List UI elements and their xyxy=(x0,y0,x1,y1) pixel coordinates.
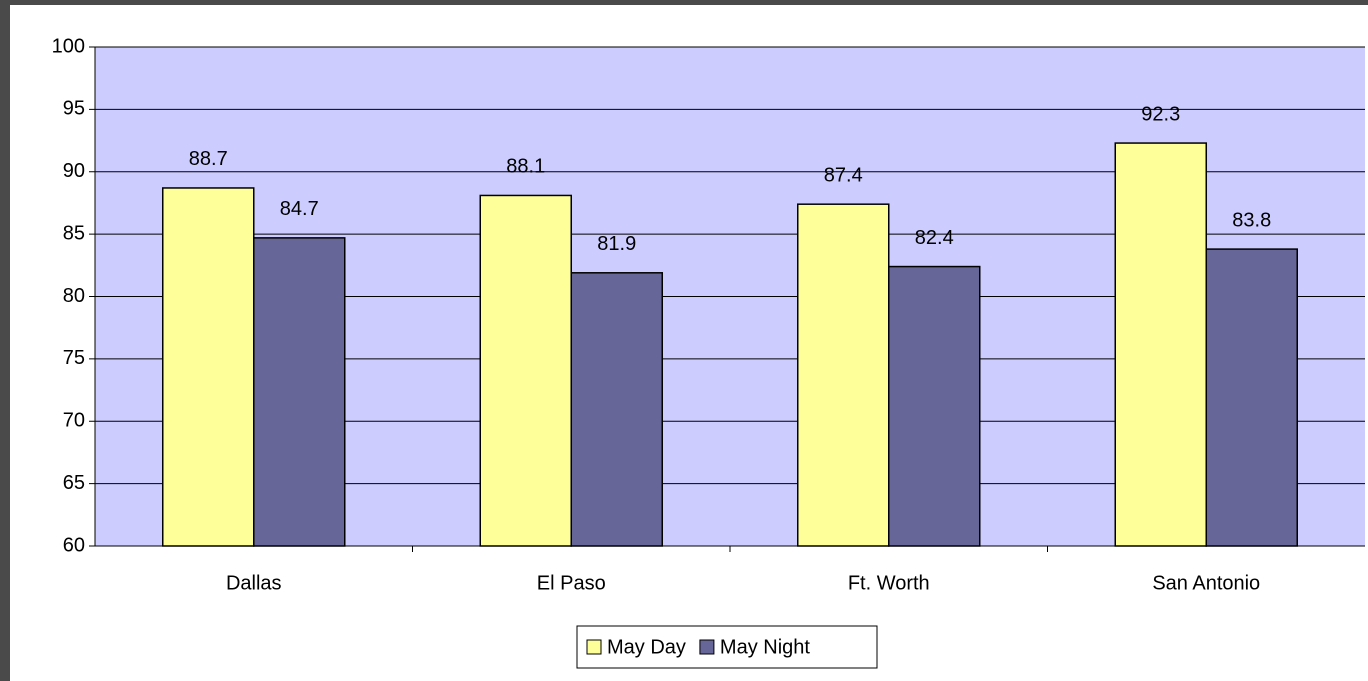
legend xyxy=(576,625,878,669)
y-tick-label: 95 xyxy=(63,98,85,120)
y-tick-label: 65 xyxy=(63,472,85,494)
y-tick-label: 100 xyxy=(52,35,85,57)
y-tick-label: 70 xyxy=(63,410,85,432)
y-tick-label: 85 xyxy=(63,222,85,244)
legend-label: May Night xyxy=(720,636,810,658)
legend-swatch xyxy=(699,639,715,655)
y-tick-label: 60 xyxy=(63,534,85,556)
data-label: 82.4 xyxy=(915,227,954,249)
y-tick-label: 80 xyxy=(63,285,85,307)
y-tick-label: 75 xyxy=(63,347,85,369)
bar xyxy=(1114,142,1207,547)
bar xyxy=(162,187,255,547)
data-label: 88.1 xyxy=(506,156,545,178)
x-tick-label: Dallas xyxy=(226,572,282,594)
y-tick-label: 90 xyxy=(63,160,85,182)
legend-swatch xyxy=(586,639,602,655)
bar xyxy=(253,237,346,547)
bar xyxy=(570,272,663,547)
data-label: 81.9 xyxy=(597,233,636,255)
data-label: 92.3 xyxy=(1141,103,1180,125)
bar xyxy=(797,203,890,547)
bar xyxy=(1205,248,1298,547)
x-tick-label: El Paso xyxy=(537,572,606,594)
x-tick-label: Ft. Worth xyxy=(848,572,930,594)
bar xyxy=(479,194,572,547)
x-tick-label: San Antonio xyxy=(1152,572,1260,594)
bar xyxy=(888,265,981,547)
data-label: 83.8 xyxy=(1232,209,1271,231)
legend-label: May Day xyxy=(607,636,686,658)
data-label: 88.7 xyxy=(189,148,228,170)
data-label: 87.4 xyxy=(824,164,863,186)
data-label: 84.7 xyxy=(280,198,319,220)
